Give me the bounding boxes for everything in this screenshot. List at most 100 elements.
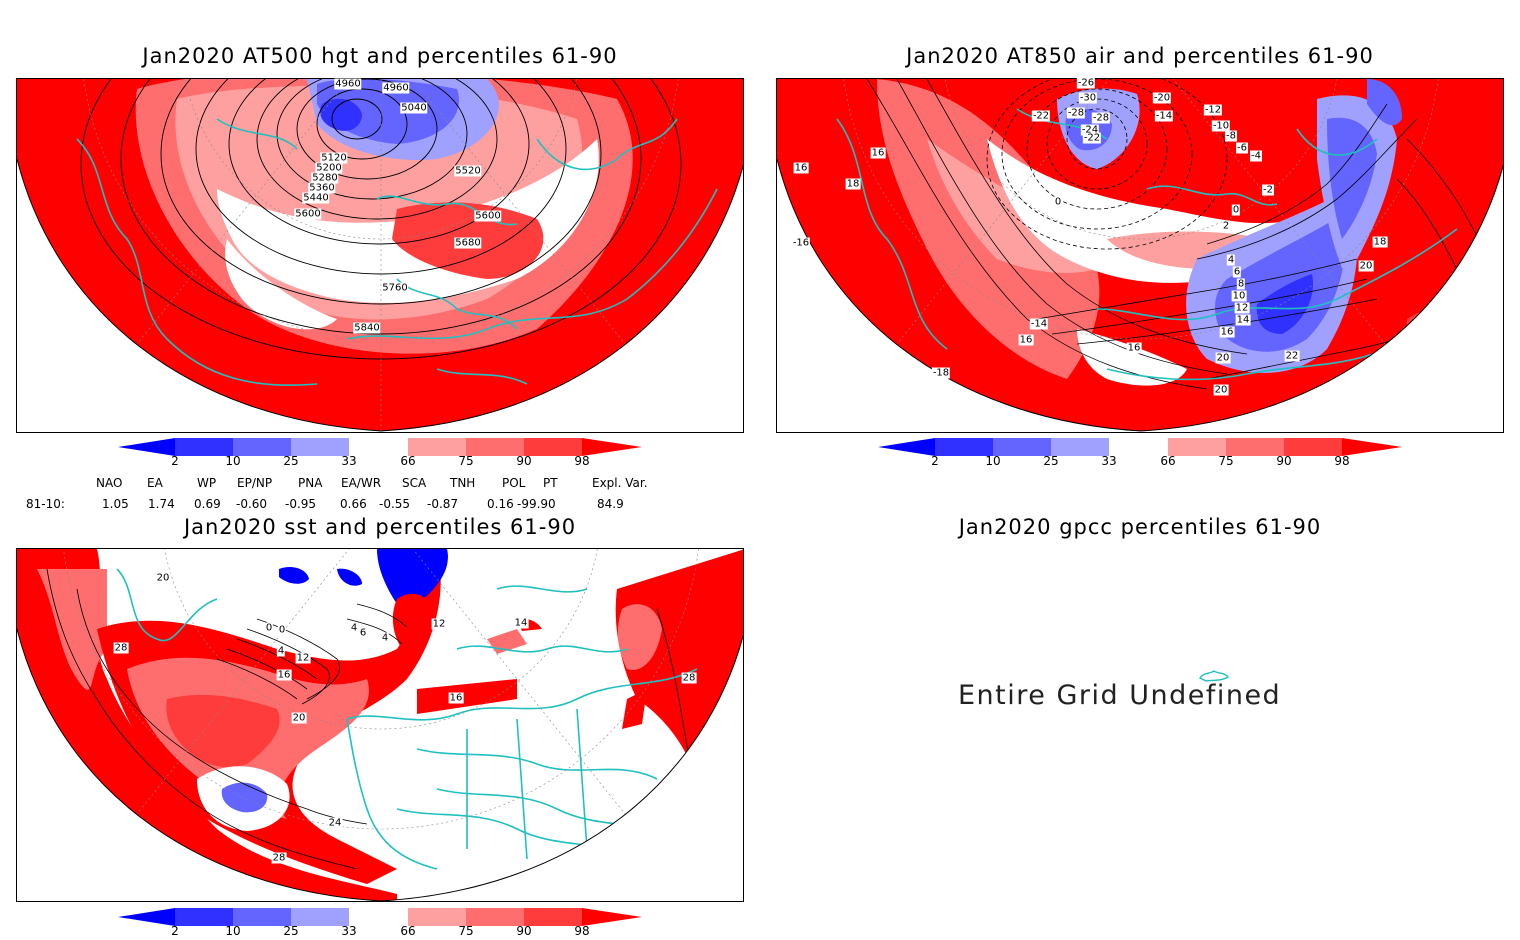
air850-contour-label: 18: [845, 178, 861, 190]
cbar3-label: 75: [458, 924, 474, 938]
air850-contour-label: 18: [1372, 236, 1388, 248]
sst-map: [17, 549, 743, 901]
air850-contour-label: -14: [1029, 318, 1049, 330]
air850-contour-labels: -26 -30 -28 -22 -24 -28 -22 -20 -14 -12 -10 -8 -6 -4-…: [776, 77, 1504, 433]
air850-contour-label: 0: [1053, 196, 1063, 208]
cbar3-label: 2: [171, 924, 179, 938]
sst-contour-label: 4: [349, 622, 359, 634]
hgt500-colorbar-labels: 2 10 25 33 66 75 90 98: [118, 438, 642, 474]
cbar3-label: 25: [283, 924, 299, 938]
index-value: -0.55: [379, 497, 411, 511]
air850-colorbar-labels: 2 10 25 33 66 75 90 98: [878, 438, 1402, 474]
air850-contour-label: -2: [1262, 184, 1274, 196]
sst-contour-label: 28: [681, 672, 697, 684]
index-header: POL: [502, 476, 526, 490]
hgt500-contour-label: 5280: [311, 172, 339, 184]
index-header: EA/WR: [341, 476, 382, 490]
cbar3-label: 10: [225, 924, 241, 938]
air850-contour-label: 16: [870, 147, 886, 159]
air850-contour-label: 16: [1126, 342, 1142, 354]
cbar3-label: 90: [516, 924, 532, 938]
sst-contour-label: 0: [264, 622, 274, 634]
air850-contour-label: -12: [1203, 104, 1223, 116]
air850-contour-label: 6: [1232, 266, 1242, 278]
air850-contour-label: -4: [1250, 150, 1262, 162]
air850-contour-label: 2: [1221, 220, 1231, 232]
hgt500-contour-label: 5200: [315, 162, 343, 174]
sst-contour-label: 20: [155, 572, 171, 584]
air850-contour-label: -24: [1080, 124, 1100, 136]
air850-contour-label: -28: [1091, 112, 1111, 124]
sst-title: Jan2020 sst and percentiles 61-90: [183, 515, 577, 539]
index-value: -0.87: [427, 497, 459, 511]
index-header: TNH: [450, 476, 476, 490]
cbar1-label: 25: [283, 454, 299, 468]
sst-contour-label: 12: [295, 652, 311, 664]
sst-contour-label: 4: [276, 645, 286, 657]
air850-contour-label: 12: [1234, 302, 1250, 314]
hgt500-contour-label: 5120: [320, 152, 348, 164]
hgt500-contour-label: 5760: [381, 282, 409, 294]
sst-contour-label: 16: [448, 692, 464, 704]
index-value: 1.74: [148, 497, 175, 511]
index-header: WP: [197, 476, 217, 490]
hgt500-colorbar: [118, 438, 642, 456]
sst-contour-label: 4: [380, 632, 390, 644]
sst-contour-label: 14: [513, 617, 529, 629]
air850-contour-label: 16: [1219, 326, 1235, 338]
air850-contour-label: 20: [1213, 384, 1229, 396]
sst-contour-label: 6: [358, 627, 368, 639]
hgt500-contour-label: 5040: [400, 102, 428, 114]
air850-colorbar: [878, 438, 1402, 456]
index-header: EA: [147, 476, 163, 490]
hgt500-contour-label: 5600: [474, 210, 502, 222]
hgt500-contour-label: 4960: [382, 82, 410, 94]
index-header: PNA: [298, 476, 323, 490]
air850-contour-label: -28: [1066, 107, 1086, 119]
air850-contour-label: -22: [1031, 110, 1051, 122]
cbar2-label: 2: [931, 454, 939, 468]
sst-map-panel: [16, 548, 744, 902]
hgt500-title: Jan2020 AT500 hgt and percentiles 61-90: [142, 44, 618, 68]
cbar1-label: 75: [458, 454, 474, 468]
index-header: EP/NP: [237, 476, 273, 490]
air850-contour-label: -10: [1211, 120, 1231, 132]
air850-contour-label: -6: [1236, 142, 1248, 154]
hgt500-contour-label: 4960: [334, 78, 362, 90]
cbar1-label: 90: [516, 454, 532, 468]
gpcc-undefined-message: Entire Grid Undefined: [958, 680, 1282, 711]
cbar1-label: 66: [400, 454, 416, 468]
index-value: -0.60: [236, 497, 268, 511]
air850-contour-label: -14: [1154, 110, 1174, 122]
index-value: 0.66: [340, 497, 367, 511]
cbar2-label: 98: [1334, 454, 1350, 468]
cbar2-label: 33: [1101, 454, 1117, 468]
index-header: SCA: [402, 476, 427, 490]
air850-contour-label: 8: [1236, 278, 1246, 290]
air850-contour-label: -30: [1078, 92, 1098, 104]
index-value: 84.9: [597, 497, 624, 511]
hgt500-contour-label: 5440: [302, 192, 330, 204]
air850-contour-label: 20: [1215, 352, 1231, 364]
cbar1-label: 98: [574, 454, 590, 468]
cbar3-label: 66: [400, 924, 416, 938]
sst-contour-label: 16: [276, 669, 292, 681]
air850-contour-label: -18: [931, 367, 951, 379]
air850-contour-label: 10: [1231, 290, 1247, 302]
index-value: -0.95: [285, 497, 317, 511]
air850-contour-label: 20: [1358, 260, 1374, 272]
air850-contour-label: -26: [1076, 77, 1096, 89]
sst-contour-label: 28: [113, 642, 129, 654]
sst-contour-labels: 20 28 0 0 4 4 6 4 12 16 20 24 28 28 12 16 14: [16, 548, 744, 902]
hgt500-contour-labels: 4960 4960 5040 5120 5200 5280 5360 5440 5520 5600…: [16, 78, 744, 433]
cbar2-label: 66: [1160, 454, 1176, 468]
index-header: PT: [543, 476, 558, 490]
cbar2-label: 10: [985, 454, 1001, 468]
index-value: -99.90: [517, 497, 556, 511]
hgt500-contour-label: 5840: [353, 322, 381, 334]
cbar3-label: 33: [341, 924, 357, 938]
air850-contour-label: 0: [1231, 204, 1241, 216]
sst-contour-label: 0: [277, 624, 287, 636]
cbar1-label: 33: [341, 454, 357, 468]
hgt500-contour-label: 5520: [454, 165, 482, 177]
